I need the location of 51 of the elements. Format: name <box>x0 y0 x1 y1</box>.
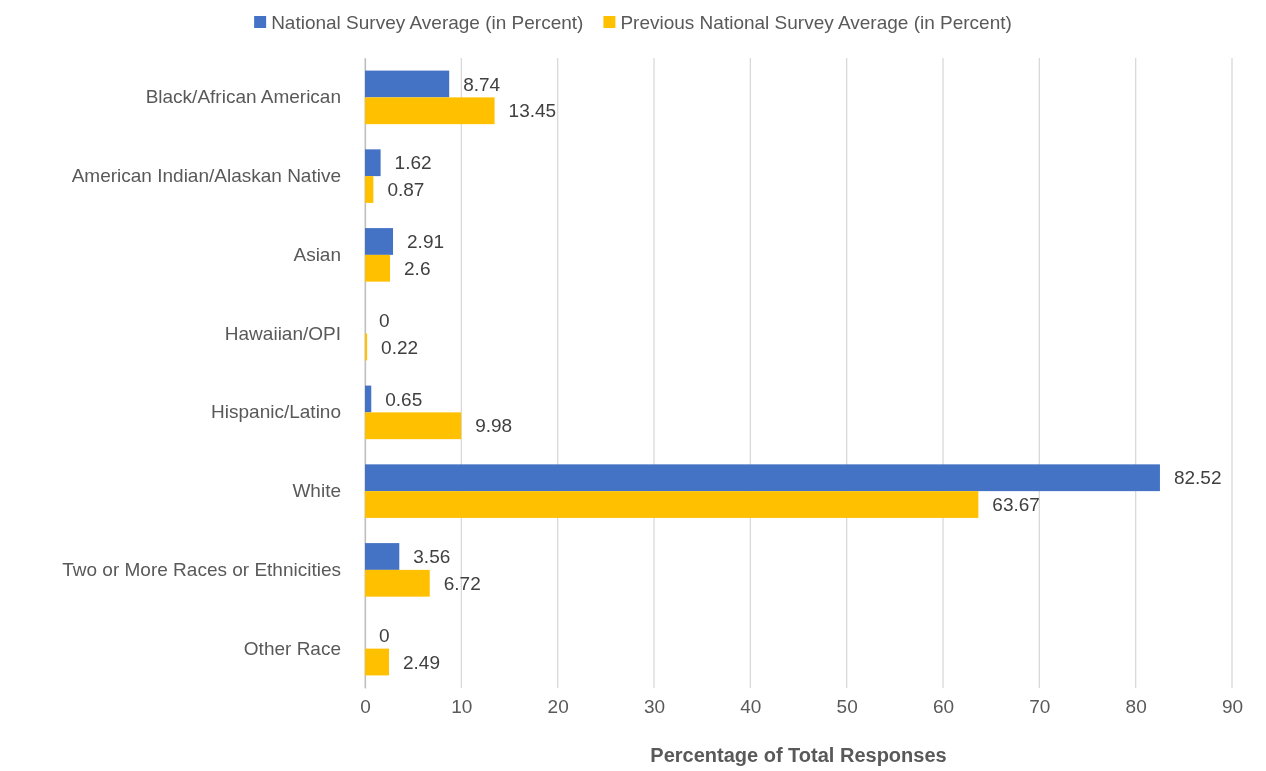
x-tick-label: 30 <box>643 696 666 718</box>
data-label: 0.65 <box>385 388 423 410</box>
bar <box>365 333 368 361</box>
x-tick-label: 20 <box>547 696 569 718</box>
bar <box>365 97 495 125</box>
y-tick-label: Other Race <box>243 637 341 659</box>
y-tick-label: Hawaiian/OPI <box>224 322 341 344</box>
data-label: 0.22 <box>381 336 419 358</box>
bar <box>365 254 391 282</box>
x-axis-title: Percentage of Total Responses <box>650 744 947 766</box>
bar <box>365 543 400 570</box>
legend-label: National Survey Average (in Percent) <box>271 11 584 33</box>
x-tick-label: 90 <box>1221 696 1244 718</box>
bar <box>365 412 462 440</box>
data-label: 63.67 <box>992 494 1040 516</box>
data-label: 82.52 <box>1173 467 1222 489</box>
bar <box>365 149 381 177</box>
bar <box>365 228 394 255</box>
y-tick-label: Asian <box>293 243 341 265</box>
data-label: 3.56 <box>413 546 451 568</box>
x-tick-label: 50 <box>836 696 858 718</box>
y-tick-label: Hispanic/Latino <box>211 401 341 423</box>
bar <box>365 176 374 203</box>
y-tick-label: Two or More Races or Ethnicities <box>62 558 341 580</box>
data-label: 2.91 <box>407 231 445 253</box>
data-label: 8.74 <box>463 73 501 95</box>
x-tick-label: 40 <box>740 696 762 718</box>
data-label: 0 <box>379 624 390 646</box>
bar <box>365 385 372 413</box>
legend-label: Previous National Survey Average (in Percent) <box>620 11 1012 33</box>
data-label: 9.98 <box>475 415 513 437</box>
bar <box>365 464 1160 492</box>
data-label: 1.62 <box>394 152 432 174</box>
data-label: 0.87 <box>387 179 425 201</box>
y-tick-label: Black/African American <box>145 86 341 108</box>
bar <box>365 491 979 518</box>
data-label: 13.45 <box>508 100 557 122</box>
bar <box>365 648 389 676</box>
x-tick-label: 0 <box>360 696 371 718</box>
y-tick-label: American Indian/Alaskan Native <box>71 165 341 187</box>
x-tick-label: 60 <box>932 696 955 718</box>
data-label: 2.6 <box>404 257 431 279</box>
data-label: 2.49 <box>402 651 440 673</box>
bar <box>365 70 450 98</box>
x-tick-label: 10 <box>451 696 473 718</box>
bar <box>365 569 430 597</box>
x-tick-label: 70 <box>1029 696 1051 718</box>
y-tick-label: White <box>292 480 341 502</box>
x-tick-label: 80 <box>1125 696 1147 718</box>
data-label: 6.72 <box>443 572 481 594</box>
data-label: 0 <box>379 309 390 331</box>
